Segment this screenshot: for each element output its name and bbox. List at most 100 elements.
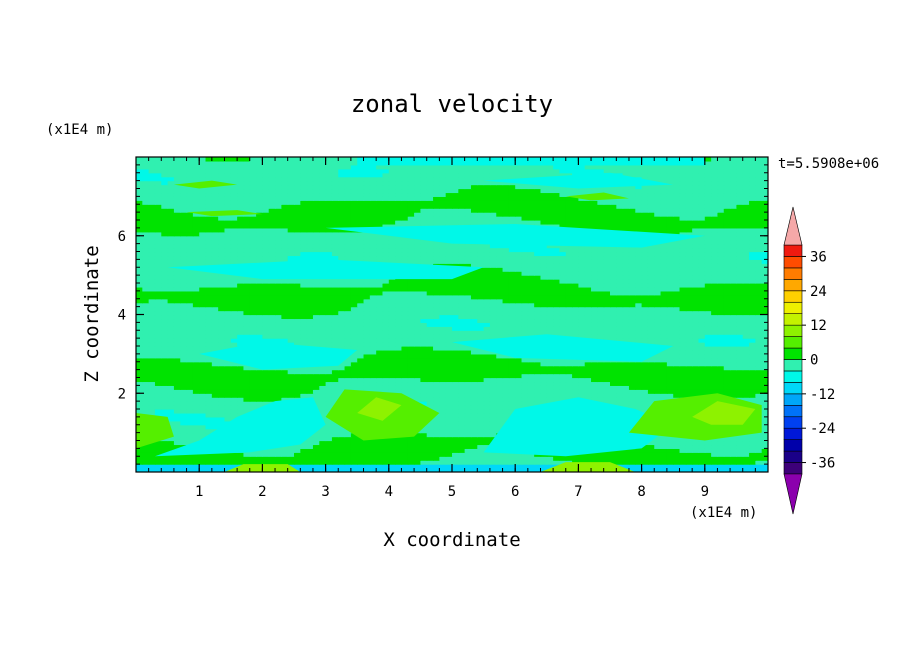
field-cell bbox=[685, 322, 693, 327]
field-cell bbox=[470, 440, 478, 446]
field-cell bbox=[546, 377, 554, 383]
field-cell bbox=[654, 460, 662, 465]
field-cell bbox=[616, 338, 624, 343]
field-cell bbox=[249, 290, 257, 296]
field-cell bbox=[692, 318, 700, 323]
field-cell bbox=[249, 389, 257, 394]
field-cell bbox=[382, 377, 390, 383]
field-cell bbox=[363, 338, 371, 343]
field-cell bbox=[363, 381, 371, 386]
field-cell bbox=[142, 338, 150, 343]
field-cell bbox=[426, 436, 434, 442]
field-cell bbox=[180, 409, 188, 414]
field-cell bbox=[458, 330, 466, 335]
field-cell bbox=[154, 412, 162, 418]
field-cell bbox=[704, 310, 712, 316]
field-cell bbox=[692, 338, 700, 343]
field-cell bbox=[660, 369, 668, 375]
field-cell bbox=[698, 381, 706, 386]
field-cell bbox=[597, 279, 605, 284]
field-cell bbox=[281, 448, 289, 453]
field-cell bbox=[306, 286, 314, 292]
field-cell bbox=[382, 357, 390, 363]
field-cell bbox=[325, 342, 333, 347]
field-cell bbox=[268, 294, 276, 300]
field-cell bbox=[433, 286, 440, 292]
field-cell bbox=[502, 310, 510, 316]
field-cell bbox=[685, 275, 693, 280]
field-cell bbox=[363, 452, 371, 457]
field-cell bbox=[654, 440, 662, 446]
field-cell bbox=[148, 401, 156, 406]
field-cell bbox=[167, 342, 175, 347]
field-cell bbox=[749, 302, 756, 308]
field-cell bbox=[685, 448, 693, 453]
field-cell bbox=[553, 365, 561, 371]
field-cell bbox=[338, 334, 346, 339]
field-cell bbox=[180, 436, 188, 442]
field-cell bbox=[723, 464, 731, 469]
field-cell bbox=[452, 342, 459, 347]
field-cell bbox=[647, 401, 655, 406]
field-cell bbox=[401, 346, 409, 351]
field-cell bbox=[439, 373, 447, 379]
field-cell bbox=[426, 286, 434, 292]
field-cell bbox=[603, 365, 611, 371]
field-cell bbox=[281, 314, 289, 320]
field-cell bbox=[685, 385, 693, 390]
field-cell bbox=[666, 468, 674, 472]
field-cell bbox=[199, 294, 207, 300]
field-cell bbox=[559, 314, 567, 320]
field-cell bbox=[565, 373, 573, 379]
field-cell bbox=[540, 460, 548, 465]
field-cell bbox=[136, 448, 143, 453]
field-cell bbox=[515, 405, 523, 410]
field-cell bbox=[173, 314, 181, 320]
field-cell bbox=[401, 452, 409, 457]
field-cell bbox=[477, 428, 485, 434]
field-cell bbox=[755, 330, 763, 335]
field-cell bbox=[426, 330, 434, 335]
field-cell bbox=[685, 318, 693, 323]
field-cell bbox=[363, 294, 371, 300]
field-cell bbox=[559, 385, 567, 390]
field-cell bbox=[306, 389, 314, 394]
field-cell bbox=[666, 361, 674, 367]
field-cell bbox=[300, 365, 308, 371]
field-cell bbox=[597, 452, 605, 457]
field-cell bbox=[388, 456, 396, 461]
field-cell bbox=[357, 365, 365, 371]
field-cell bbox=[622, 393, 630, 398]
field-cell bbox=[439, 448, 447, 453]
field-cell bbox=[407, 330, 415, 335]
field-cell bbox=[508, 377, 516, 383]
field-cell bbox=[243, 369, 251, 375]
field-cell bbox=[344, 342, 352, 347]
field-cell bbox=[483, 456, 491, 461]
field-cell bbox=[218, 452, 226, 457]
field-cell bbox=[420, 365, 428, 371]
field-cell bbox=[698, 338, 706, 343]
field-cell bbox=[717, 385, 725, 390]
field-cell bbox=[161, 409, 169, 414]
field-cell bbox=[420, 440, 428, 446]
field-cell bbox=[477, 326, 485, 331]
field-cell bbox=[502, 286, 510, 292]
field-cell bbox=[489, 401, 497, 406]
field-cell bbox=[660, 460, 668, 465]
field-cell bbox=[401, 279, 409, 284]
field-cell bbox=[730, 314, 737, 320]
field-cell bbox=[597, 294, 605, 300]
field-cell bbox=[414, 318, 421, 323]
field-cell bbox=[736, 353, 744, 359]
field-cell bbox=[439, 393, 447, 398]
field-cell bbox=[363, 318, 371, 323]
field-cell bbox=[186, 436, 194, 442]
field-cell bbox=[641, 326, 649, 331]
field-cell bbox=[597, 377, 605, 383]
field-cell bbox=[420, 334, 428, 339]
field-cell bbox=[173, 405, 181, 410]
field-cell bbox=[262, 318, 270, 323]
field-cell bbox=[376, 302, 384, 308]
field-cell bbox=[439, 357, 447, 363]
